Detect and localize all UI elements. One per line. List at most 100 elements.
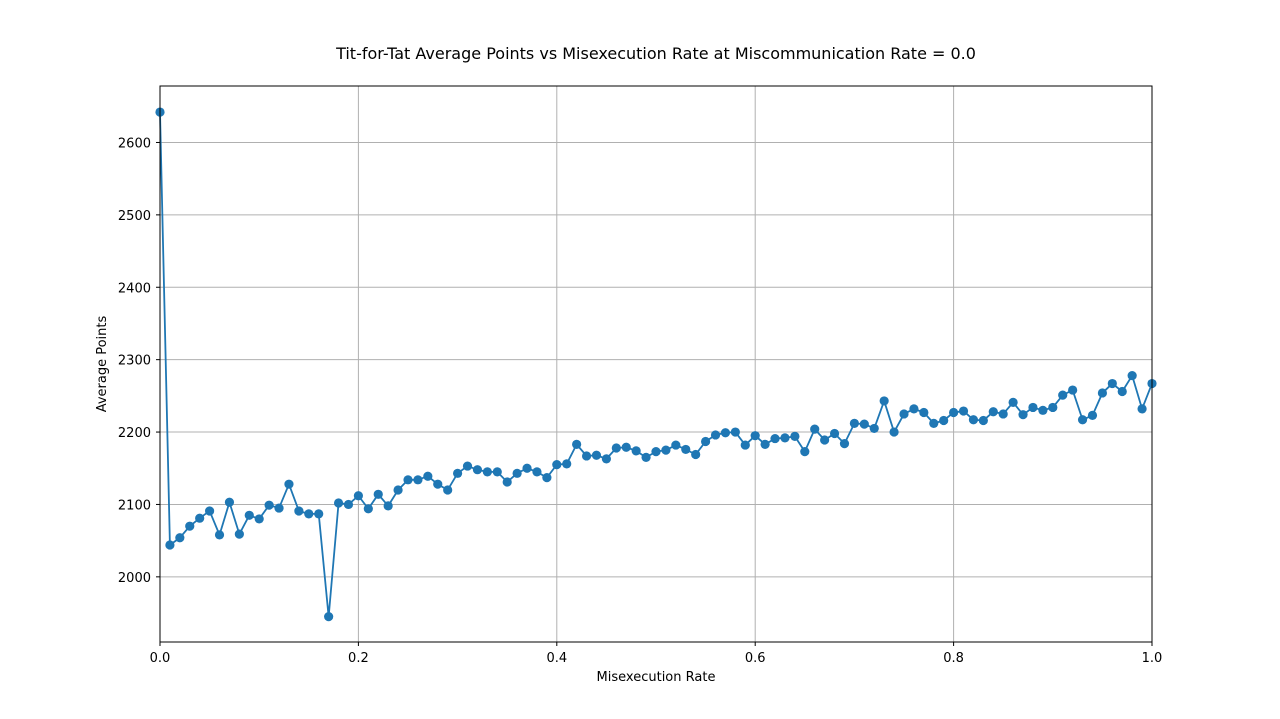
- data-point: [443, 485, 453, 495]
- data-point: [681, 444, 691, 455]
- data-point: [720, 428, 731, 438]
- data-point: [522, 463, 532, 473]
- data-point: [512, 468, 522, 478]
- data-point: [185, 521, 195, 531]
- data-point: [532, 467, 542, 477]
- data-point: [820, 435, 830, 445]
- data-point: [393, 485, 403, 495]
- data-point: [1127, 370, 1137, 381]
- data-point: [1018, 410, 1028, 420]
- data-point: [810, 424, 820, 434]
- data-point: [591, 450, 602, 460]
- data-point: [1068, 385, 1078, 395]
- data-point: [383, 501, 393, 511]
- data-point: [274, 503, 284, 513]
- data-point: [701, 436, 711, 447]
- data-point: [403, 475, 413, 485]
- x-axis-label: Misexecution Rate: [597, 670, 716, 685]
- x-tick-label: 0.4: [546, 651, 567, 666]
- data-point: [453, 468, 463, 478]
- grid-lines: [159, 86, 1153, 642]
- data-point: [373, 489, 383, 499]
- data-point: [423, 471, 433, 481]
- data-point: [343, 499, 354, 510]
- data-point: [849, 418, 860, 428]
- data-point: [740, 440, 750, 450]
- x-tick-label: 0.6: [745, 651, 766, 666]
- data-point: [889, 427, 899, 437]
- data-point: [978, 415, 988, 426]
- data-point: [472, 465, 483, 475]
- data-point: [175, 533, 185, 543]
- data-point: [552, 460, 562, 470]
- data-point: [1048, 402, 1058, 413]
- y-tick-label: 2300: [118, 354, 151, 369]
- data-point: [750, 431, 760, 441]
- data-point: [968, 415, 979, 425]
- data-point: [601, 454, 612, 464]
- data-point: [929, 418, 939, 428]
- data-point: [691, 449, 701, 460]
- data-point: [631, 446, 641, 456]
- data-point: [234, 529, 244, 539]
- data-point: [988, 407, 998, 417]
- data-point: [1097, 388, 1107, 398]
- plot-frame: [159, 85, 1153, 643]
- data-point: [492, 467, 502, 477]
- data-point: [264, 500, 274, 510]
- x-tick-label: 0.0: [150, 651, 171, 666]
- data-point: [195, 513, 205, 523]
- y-tick-label: 2600: [118, 136, 151, 151]
- chart-title: Tit-for-Tat Average Points vs Misexecuti…: [335, 44, 976, 63]
- data-point: [621, 442, 631, 452]
- x-tick-label: 1.0: [1142, 651, 1163, 666]
- data-point: [1107, 378, 1117, 389]
- data-point: [671, 440, 681, 450]
- data-point: [780, 433, 790, 443]
- data-point: [581, 451, 592, 461]
- data-point: [800, 446, 810, 457]
- data-point: [710, 430, 721, 440]
- data-point: [958, 406, 969, 416]
- data-point: [244, 510, 254, 520]
- data-point: [413, 475, 423, 485]
- data-point: [502, 477, 512, 487]
- data-point: [839, 439, 850, 449]
- data-point: [462, 461, 473, 471]
- data-point: [205, 506, 215, 516]
- data-point: [869, 423, 879, 434]
- data-point: [859, 419, 869, 429]
- data-point: [1137, 404, 1147, 414]
- data-point: [324, 612, 334, 622]
- data-point: [482, 467, 492, 477]
- data-point: [1117, 386, 1127, 397]
- y-tick-label: 2500: [118, 209, 151, 224]
- data-point: [1028, 402, 1038, 413]
- data-point: [790, 431, 800, 441]
- y-tick-label: 2000: [118, 571, 151, 586]
- x-tick-label: 0.8: [943, 651, 964, 666]
- data-point: [939, 415, 949, 426]
- data-point: [1008, 397, 1018, 407]
- data-point: [294, 506, 304, 516]
- data-point: [1087, 410, 1098, 421]
- data-point: [879, 396, 889, 406]
- data-point: [224, 497, 235, 507]
- y-tick-label: 2200: [118, 426, 151, 441]
- series-tit-for-tat: [155, 107, 1157, 622]
- data-point: [304, 509, 314, 519]
- data-point: [214, 530, 225, 540]
- series-line: [159, 112, 1153, 618]
- data-point: [641, 452, 651, 462]
- data-point: [433, 479, 443, 489]
- data-point: [661, 445, 671, 455]
- data-point: [730, 427, 740, 437]
- data-point: [562, 459, 572, 469]
- data-point: [165, 540, 175, 550]
- data-point: [651, 446, 661, 457]
- data-point: [949, 407, 959, 418]
- x-tick-label: 0.2: [348, 651, 369, 666]
- y-axis-ticks: 2000 2100 2200 2300 2400 2500 2600: [118, 136, 160, 586]
- data-point: [909, 404, 919, 414]
